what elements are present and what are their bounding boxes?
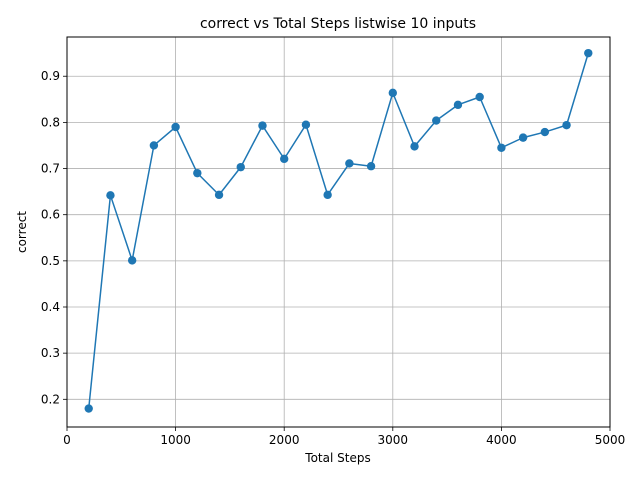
series-layer [84, 48, 593, 413]
chart-title: correct vs Total Steps listwise 10 input… [200, 16, 476, 32]
data-point [475, 92, 484, 102]
data-point [301, 120, 311, 129]
x-tick-label: 0 [63, 433, 71, 447]
x-tick-label: 2000 [269, 433, 300, 447]
y-tick-label: 0.9 [41, 69, 60, 83]
plot-frame [66, 36, 611, 428]
data-point [323, 190, 332, 200]
x-tick-label: 5000 [595, 433, 626, 447]
data-point [214, 190, 224, 200]
y-tick-label: 0.3 [41, 346, 60, 360]
x-tick-label: 1000 [160, 433, 191, 447]
data-point [388, 88, 397, 98]
data-point [410, 142, 419, 151]
data-point [280, 154, 289, 164]
y-tick-label: 0.8 [41, 115, 60, 129]
y-tick-label: 0.7 [41, 162, 60, 176]
data-point [584, 48, 593, 58]
data-point [540, 127, 550, 137]
data-point [127, 256, 137, 265]
x-tick-label: 4000 [486, 433, 517, 447]
data-point [518, 133, 528, 142]
data-point [236, 162, 245, 172]
x-axis-label: Total Steps [304, 451, 370, 465]
y-tick-label: 0.2 [41, 392, 60, 406]
x-tick-label: 3000 [378, 433, 409, 447]
data-point [562, 120, 571, 130]
ticks: 0 1000 2000 3000 4000 5000 0.2 0.3 0.4 0.5 0.6 0.7 0… [41, 69, 625, 447]
data-point [84, 404, 93, 413]
data-point [497, 143, 506, 152]
data-point [193, 168, 202, 178]
data-point [258, 121, 267, 130]
y-tick-label: 0.4 [41, 300, 60, 314]
data-point [149, 141, 159, 150]
data-point [106, 191, 115, 200]
data-point [453, 100, 463, 110]
data-point [366, 162, 376, 171]
data-point [171, 122, 180, 132]
data-point [432, 116, 441, 125]
y-tick-label: 0.6 [41, 208, 60, 222]
data-point [345, 159, 354, 168]
y-tick-label: 0.5 [41, 254, 60, 268]
y-axis-label: correct [15, 211, 29, 253]
